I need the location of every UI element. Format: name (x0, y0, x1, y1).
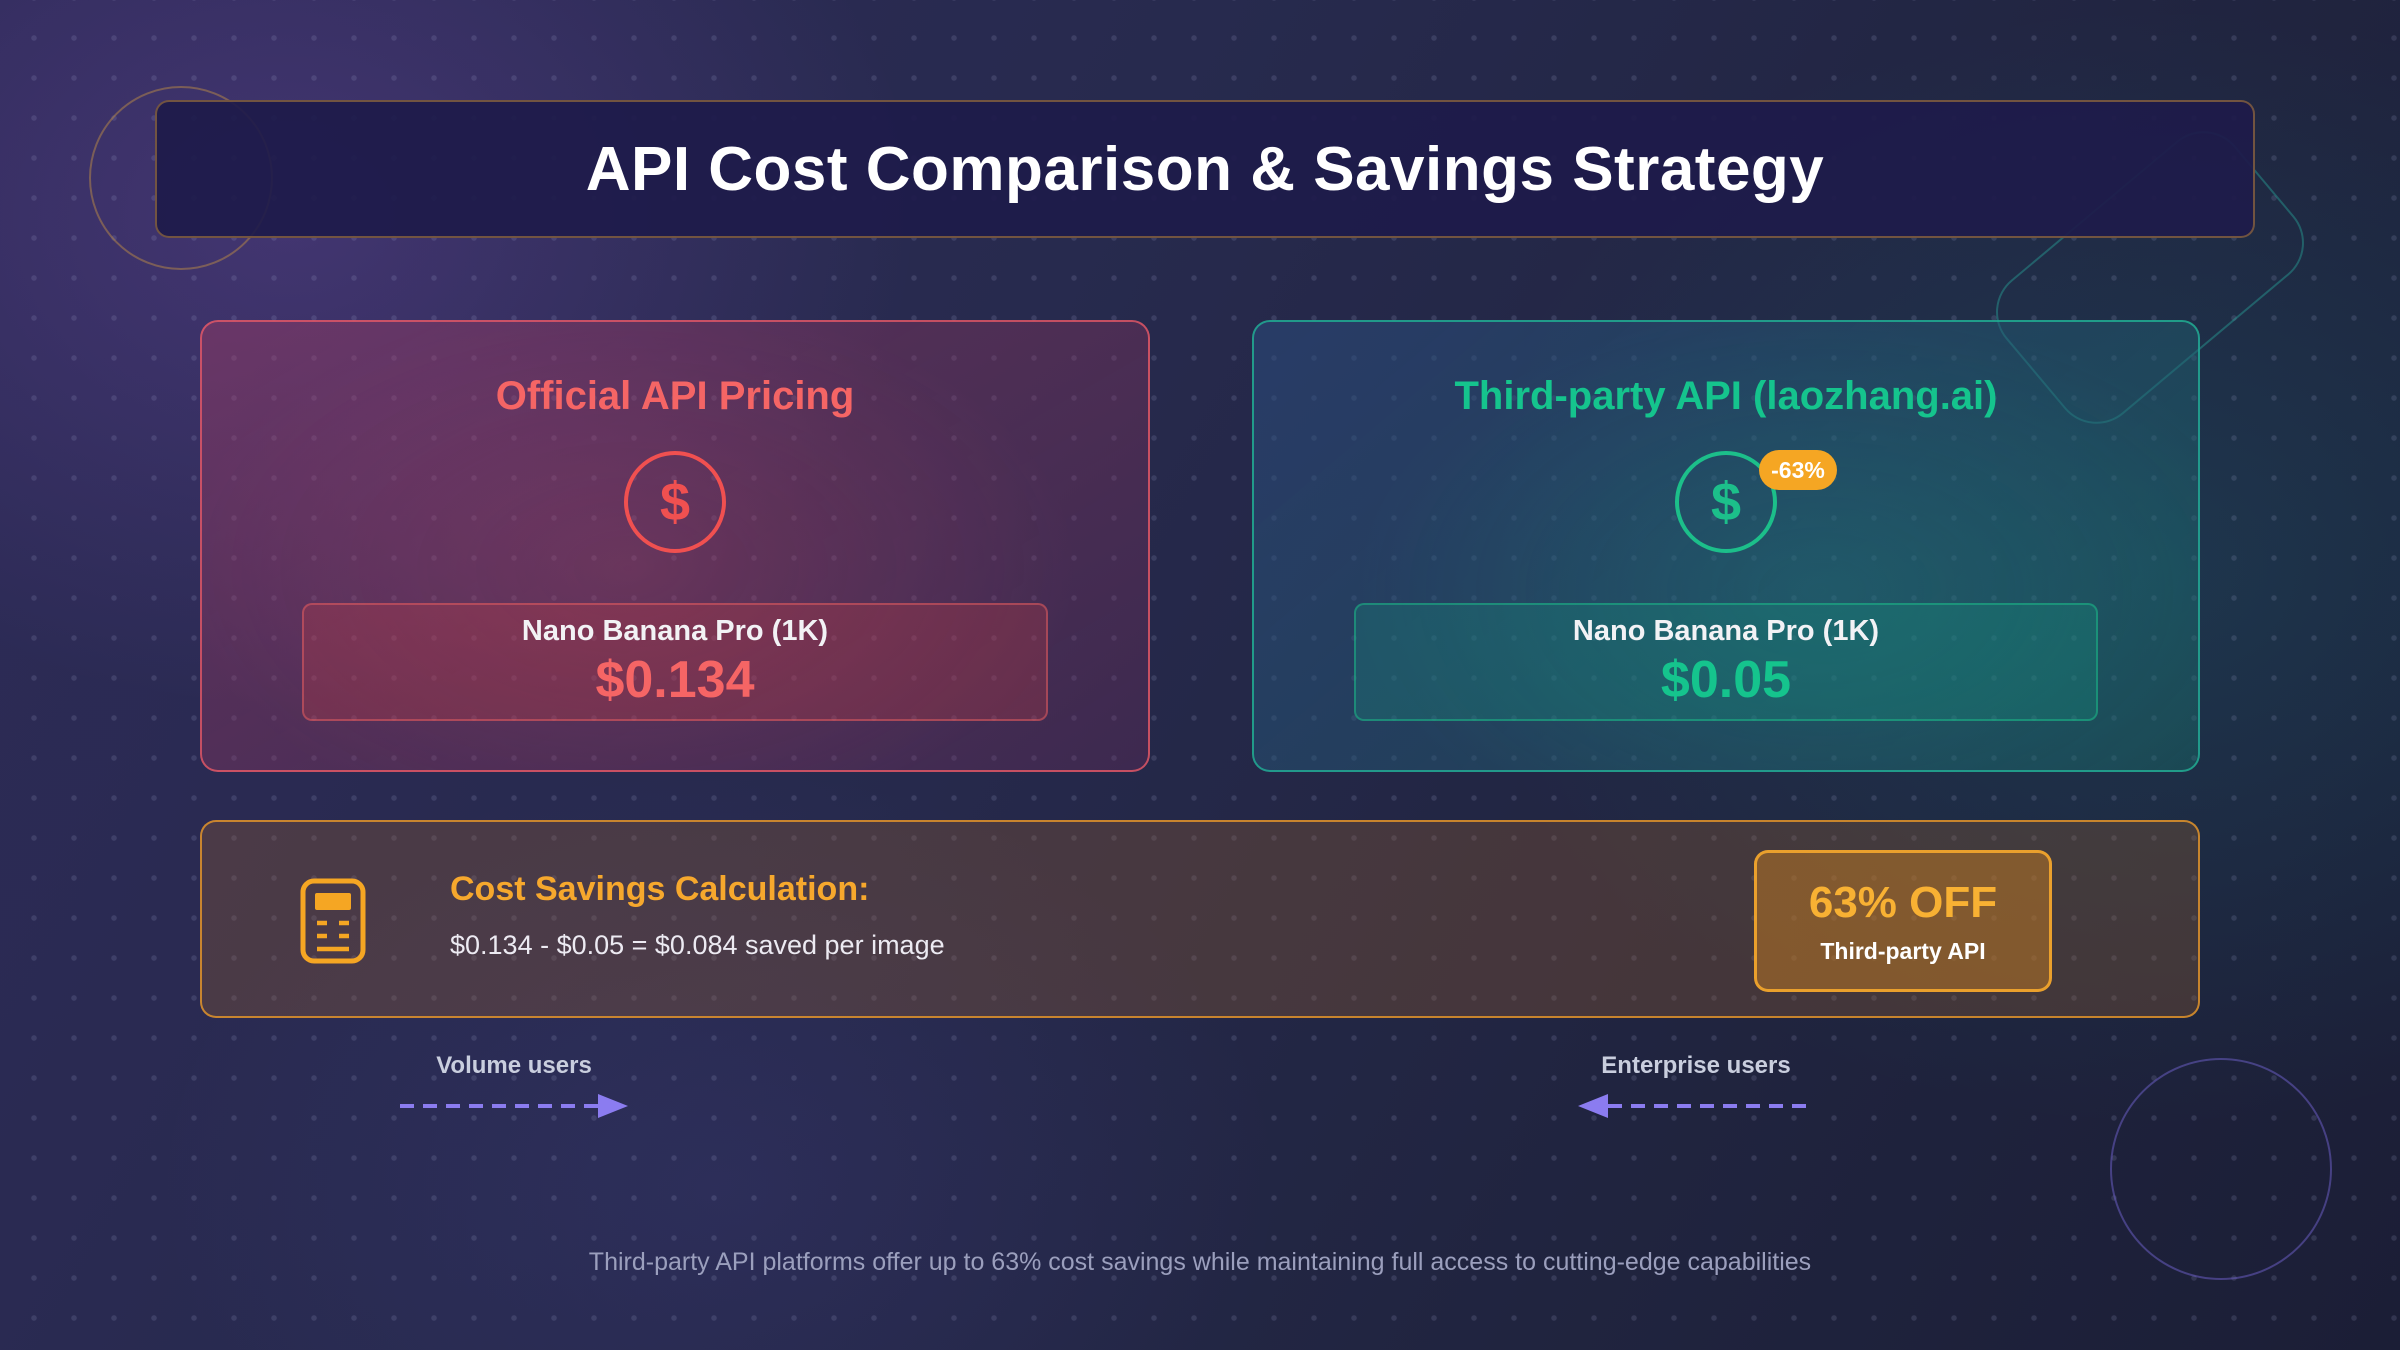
thirdparty-price-value: $0.05 (1660, 650, 1792, 709)
savings-formula: $0.134 - $0.05 = $0.084 saved per image (450, 930, 945, 960)
official-product-name: Nano Banana Pro (1K) (521, 614, 829, 647)
discount-badge: -63% (1759, 450, 1837, 490)
page-title: API Cost Comparison & Savings Strategy (585, 134, 1825, 204)
footer-caption: Third-party API platforms offer up to 63… (588, 1248, 1812, 1276)
savings-badge: 63% OFF Third-party API (1754, 850, 2052, 992)
volume-users-label: Volume users (436, 1052, 592, 1079)
official-price-box: Nano Banana Pro (1K) $0.134 (302, 603, 1048, 721)
calculator-icon (300, 878, 366, 964)
dollar-icon: $ (1710, 472, 1742, 532)
dollar-circle-icon: $ (624, 451, 726, 553)
thirdparty-price-box: Nano Banana Pro (1K) $0.05 (1354, 603, 2098, 721)
thirdparty-product-name: Nano Banana Pro (1K) (1572, 614, 1880, 647)
savings-heading: Cost Savings Calculation: (450, 870, 870, 908)
arrow-right-icon (400, 1094, 628, 1118)
arrow-left-icon (1578, 1094, 1814, 1118)
cost-savings-panel: Cost Savings Calculation: $0.134 - $0.05… (200, 820, 2200, 1018)
volume-users-flow: Volume users (398, 1052, 630, 1120)
dollar-icon: $ (659, 472, 691, 532)
savings-badge-percent: 63% OFF (1808, 877, 1998, 927)
thirdparty-card-title: Third-party API (laozhang.ai) (1454, 374, 1998, 418)
thirdparty-api-card: Third-party API (laozhang.ai) $ -63% Nan… (1252, 320, 2200, 772)
title-banner: API Cost Comparison & Savings Strategy (155, 100, 2255, 238)
dollar-circle-icon: $ (1675, 451, 1777, 553)
decorative-circle-bottom-right (2110, 1058, 2332, 1280)
official-card-title: Official API Pricing (495, 374, 855, 418)
enterprise-users-label: Enterprise users (1601, 1052, 1791, 1079)
official-api-card: Official API Pricing $ Nano Banana Pro (… (200, 320, 1150, 772)
enterprise-users-flow: Enterprise users (1576, 1052, 1816, 1120)
official-price-value: $0.134 (595, 650, 755, 709)
savings-badge-caption: Third-party API (1820, 937, 1986, 964)
